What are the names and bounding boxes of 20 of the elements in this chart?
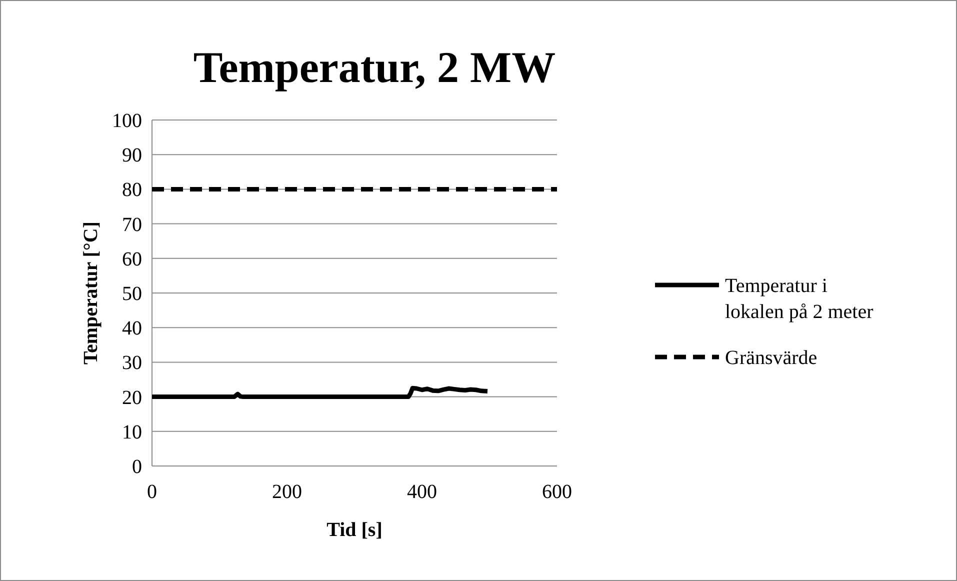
y-tick-label: 30 bbox=[122, 352, 142, 374]
y-tick-label: 50 bbox=[122, 283, 142, 305]
y-tick-label: 20 bbox=[122, 386, 142, 409]
y-tick-label: 70 bbox=[122, 214, 142, 236]
x-tick-label: 200 bbox=[272, 481, 302, 503]
y-tick-label: 40 bbox=[122, 318, 142, 340]
y-tick-label: 80 bbox=[122, 179, 142, 202]
y-tick-label: 100 bbox=[112, 110, 142, 132]
y-tick-label: 60 bbox=[122, 248, 142, 270]
x-axis-title: Tid [s] bbox=[326, 519, 382, 541]
legend-label: Temperatur i lokalen på 2 meter bbox=[725, 275, 874, 323]
legend-label: Gränsvärde bbox=[725, 347, 818, 369]
y-tick-label: 10 bbox=[122, 421, 142, 444]
y-tick-label: 90 bbox=[122, 144, 142, 167]
x-tick-label: 600 bbox=[542, 481, 572, 503]
x-tick-label: 0 bbox=[147, 481, 157, 503]
y-tick-label: 0 bbox=[132, 456, 142, 478]
chart-title: Temperatur, 2 MW bbox=[193, 43, 556, 92]
y-axis-title: Temperatur [°C] bbox=[80, 222, 102, 364]
x-tick-label: 400 bbox=[407, 481, 437, 503]
